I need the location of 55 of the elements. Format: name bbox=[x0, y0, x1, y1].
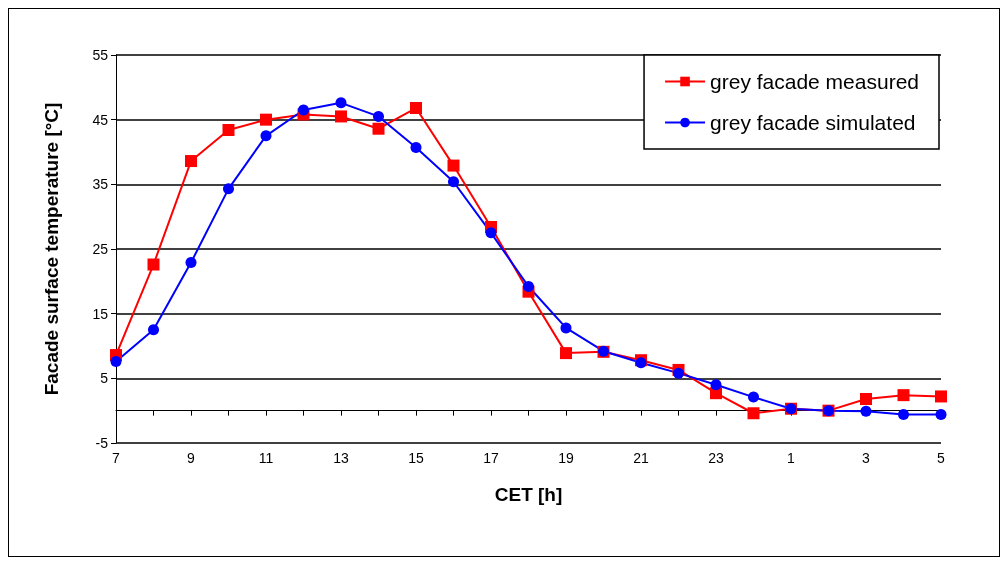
x-tick-label: 21 bbox=[633, 450, 649, 466]
point bbox=[222, 124, 235, 137]
point bbox=[747, 407, 760, 420]
point bbox=[523, 281, 534, 292]
point bbox=[448, 176, 459, 188]
y-tick-label: 55 bbox=[92, 47, 109, 63]
x-tick-label: 13 bbox=[333, 450, 349, 466]
point bbox=[897, 389, 910, 402]
point bbox=[372, 122, 385, 135]
point bbox=[710, 379, 722, 391]
x-tick-label: 7 bbox=[112, 450, 121, 466]
point bbox=[410, 141, 422, 153]
point bbox=[223, 183, 234, 195]
point bbox=[935, 409, 947, 421]
x-tick-label: 1 bbox=[787, 450, 796, 466]
x-tick-label: 23 bbox=[708, 450, 724, 466]
point bbox=[935, 390, 947, 403]
y-tick-label: 15 bbox=[92, 305, 109, 322]
point bbox=[298, 104, 309, 116]
legend-label: grey facade measured bbox=[710, 70, 920, 93]
point bbox=[410, 102, 422, 115]
x-tick-label: 5 bbox=[937, 450, 946, 466]
point bbox=[748, 391, 759, 403]
point bbox=[260, 113, 272, 126]
x-tick-label: 15 bbox=[408, 450, 424, 466]
x-tick-label: 3 bbox=[862, 450, 871, 466]
x-tick-label: 19 bbox=[558, 450, 574, 466]
point bbox=[185, 155, 197, 168]
point bbox=[110, 356, 122, 368]
x-tick-label: 17 bbox=[483, 450, 499, 466]
point bbox=[260, 130, 272, 142]
x-tick-label: 11 bbox=[258, 450, 274, 466]
point bbox=[147, 258, 160, 271]
y-tick-label: 35 bbox=[92, 176, 109, 193]
point bbox=[185, 257, 197, 269]
point bbox=[560, 347, 572, 360]
point bbox=[485, 227, 497, 239]
point bbox=[673, 367, 684, 379]
point bbox=[860, 393, 872, 406]
point bbox=[898, 409, 909, 421]
x-tick-label: 9 bbox=[187, 450, 196, 466]
point bbox=[447, 159, 460, 172]
y-tick-label: -5 bbox=[95, 435, 109, 451]
x-axis-title: CET [h] bbox=[494, 484, 563, 505]
legend-label: grey facade simulated bbox=[710, 111, 916, 134]
y-axis-title: Facade surface temperature [°C] bbox=[41, 102, 62, 396]
y-tick-label: 5 bbox=[100, 370, 109, 387]
point bbox=[560, 322, 572, 334]
y-tick-label: 25 bbox=[92, 241, 109, 257]
point bbox=[148, 324, 159, 336]
y-tick-label: 45 bbox=[92, 111, 109, 128]
point bbox=[860, 405, 872, 417]
point bbox=[373, 110, 384, 122]
point bbox=[335, 110, 347, 123]
point bbox=[335, 97, 347, 109]
